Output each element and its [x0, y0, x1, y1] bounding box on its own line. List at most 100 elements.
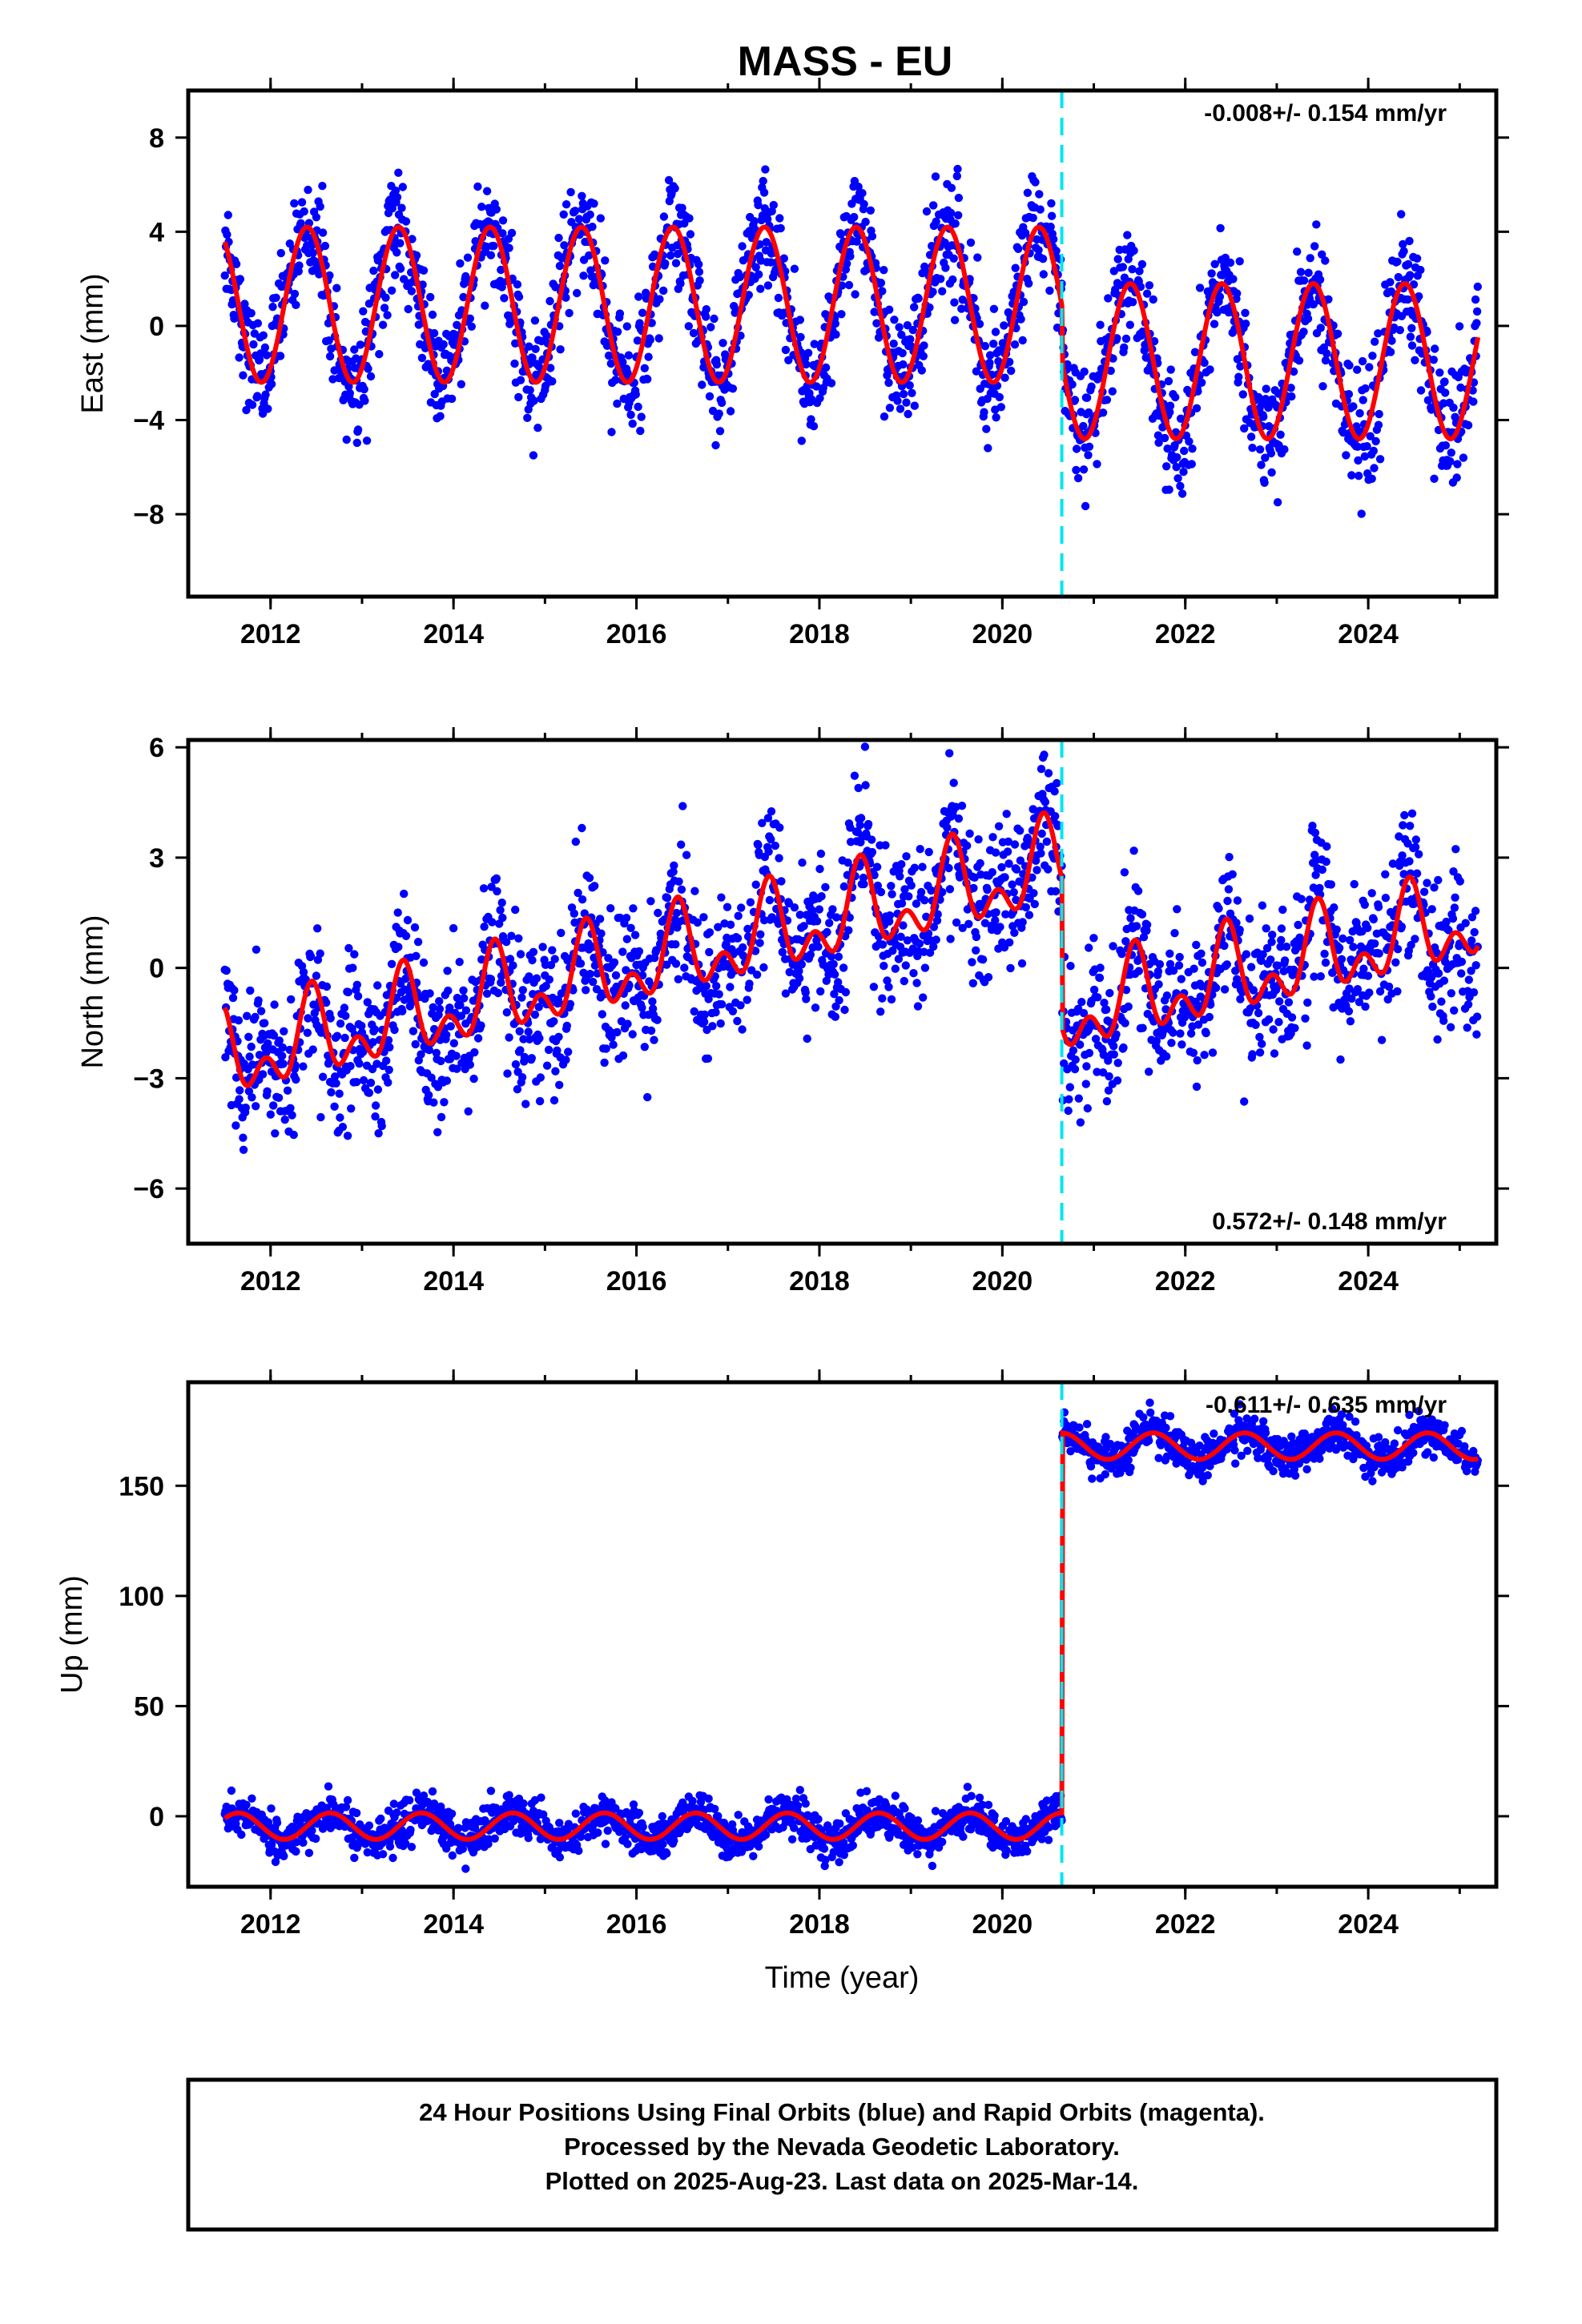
- north-point: [844, 926, 853, 935]
- east-point: [1463, 420, 1473, 430]
- north-point: [1375, 987, 1385, 996]
- north-point: [544, 1045, 553, 1055]
- east-point: [1455, 322, 1464, 331]
- east-point: [1165, 485, 1173, 494]
- x-tick-label: 2024: [1338, 619, 1399, 649]
- east-point: [507, 228, 517, 238]
- east-rate-label: -0.008+/- 0.154 mm/yr: [1204, 100, 1447, 127]
- north-point: [382, 1056, 391, 1065]
- east-point: [489, 241, 498, 251]
- east-point: [1109, 354, 1117, 363]
- x-tick-label: 2012: [240, 1266, 301, 1297]
- north-point: [602, 1044, 610, 1053]
- north-point: [1275, 997, 1284, 1006]
- north-point: [920, 896, 929, 905]
- x-tick-label: 2024: [1338, 1266, 1399, 1297]
- east-point: [1267, 468, 1276, 477]
- east-point: [1213, 308, 1222, 317]
- east-point: [1198, 378, 1206, 387]
- up-point: [388, 1853, 397, 1863]
- east-point: [1368, 352, 1377, 360]
- north-point: [903, 936, 912, 945]
- east-point: [1397, 210, 1406, 219]
- north-point: [336, 1019, 345, 1028]
- east-point: [1238, 390, 1248, 399]
- east-point: [1163, 444, 1172, 453]
- north-point: [1037, 829, 1046, 838]
- east-point: [1440, 377, 1449, 386]
- east-point: [573, 288, 582, 298]
- north-point: [887, 995, 896, 1004]
- east-point: [715, 409, 723, 418]
- east-point: [1321, 256, 1330, 265]
- north-point: [1175, 952, 1184, 962]
- north-point: [1447, 989, 1456, 998]
- north-point: [969, 883, 978, 893]
- north-point: [1202, 1028, 1210, 1038]
- north-point: [859, 873, 868, 883]
- north-point: [1177, 1040, 1186, 1049]
- east-point: [578, 191, 586, 200]
- north-point: [896, 932, 905, 942]
- east-point: [905, 381, 914, 390]
- east-point: [511, 339, 520, 348]
- east-point: [717, 398, 727, 408]
- north-point: [790, 903, 799, 912]
- north-point: [835, 995, 843, 1005]
- east-point: [290, 199, 299, 208]
- north-point: [802, 995, 811, 1003]
- east-point: [1280, 445, 1289, 454]
- east-point: [1459, 453, 1468, 462]
- north-point: [949, 778, 958, 787]
- north-point: [327, 1088, 336, 1097]
- north-point: [338, 1123, 348, 1132]
- east-point: [523, 413, 532, 422]
- up-point: [571, 1809, 580, 1818]
- north-point: [739, 951, 748, 960]
- y-tick-label: −8: [133, 500, 164, 530]
- east-point: [1149, 295, 1157, 304]
- north-point: [1033, 866, 1041, 875]
- north-point: [1330, 903, 1338, 912]
- north-point: [1109, 942, 1117, 951]
- east-point: [917, 366, 927, 375]
- north-point: [564, 1047, 573, 1056]
- east-point: [1276, 430, 1285, 439]
- north-point: [1347, 994, 1356, 1003]
- north-point: [840, 1005, 849, 1015]
- up-point: [555, 1819, 564, 1827]
- north-point: [1169, 1028, 1177, 1037]
- north-point: [1369, 915, 1379, 924]
- east-point: [1018, 336, 1027, 345]
- north-point: [900, 976, 909, 986]
- east-point: [795, 316, 804, 324]
- north-point: [733, 934, 743, 943]
- east-point: [1399, 239, 1407, 249]
- north-point: [1095, 973, 1105, 983]
- east-point: [1248, 444, 1257, 452]
- east-point: [726, 407, 735, 416]
- north-point: [1050, 787, 1059, 796]
- east-point: [899, 360, 908, 369]
- north-point: [1124, 1002, 1133, 1011]
- north-point: [1220, 941, 1229, 951]
- up-point: [312, 1834, 320, 1844]
- north-point: [861, 781, 870, 790]
- east-point: [253, 392, 262, 400]
- north-point: [1415, 850, 1423, 858]
- north-point: [983, 885, 992, 895]
- north-point: [1257, 956, 1266, 966]
- east-point: [878, 287, 887, 296]
- north-point: [1464, 975, 1474, 984]
- north-point: [648, 997, 657, 1006]
- north-point: [427, 1073, 436, 1082]
- east-point: [332, 283, 341, 292]
- up-point: [485, 1835, 493, 1844]
- east-point: [925, 303, 934, 312]
- north-point: [759, 915, 769, 925]
- north-point: [1002, 810, 1011, 818]
- north-point: [1367, 889, 1376, 898]
- north-point: [1336, 1055, 1345, 1064]
- east-point: [235, 275, 245, 283]
- north-point: [387, 959, 397, 969]
